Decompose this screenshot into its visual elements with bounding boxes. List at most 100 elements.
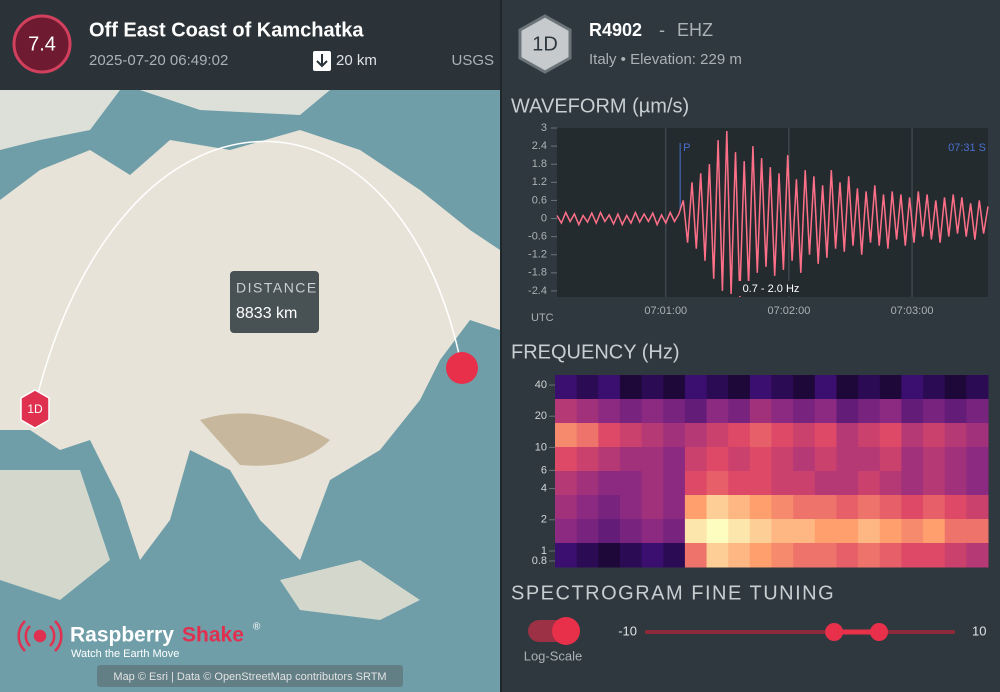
spectrogram-cell xyxy=(923,495,946,520)
spectrogram-cell xyxy=(836,375,859,400)
y-tick-label: 3 xyxy=(541,122,547,134)
station-location: Italy • Elevation: 229 m xyxy=(589,51,742,68)
spectrogram-cell xyxy=(793,447,816,472)
spectrogram-cell xyxy=(749,543,772,568)
spectrogram-cell xyxy=(598,471,621,496)
spectrogram-cell xyxy=(836,543,859,568)
spectrogram-cell xyxy=(576,423,599,448)
spectrogram-cell xyxy=(641,447,664,472)
spectrogram-cell xyxy=(619,471,643,496)
brand-name-accent: Shake xyxy=(182,624,244,647)
spectrogram-cell xyxy=(641,471,664,496)
plateau xyxy=(200,413,330,466)
spectrogram-cell xyxy=(598,519,621,544)
slider-handle[interactable] xyxy=(870,623,889,641)
spectrogram-cell xyxy=(663,375,686,400)
spectrogram-cell xyxy=(663,471,686,496)
spectrogram-cell xyxy=(944,471,967,496)
spectrogram-cell xyxy=(706,495,729,520)
spectrogram-cell xyxy=(944,375,967,400)
x-tick-label: 07:01:00 xyxy=(644,305,687,317)
spectrogram-cell xyxy=(641,375,664,400)
spectrogram-cell xyxy=(771,471,794,496)
spectrogram-cell xyxy=(771,423,794,448)
spectrogram-cell xyxy=(598,543,621,568)
y-tick-label: 1.8 xyxy=(532,158,547,170)
y-tick-label: 1 xyxy=(541,545,547,557)
spectrogram-cell xyxy=(749,495,772,520)
spectrogram-cell xyxy=(814,471,837,496)
y-tick-label: -1.2 xyxy=(528,249,547,261)
spectrogram-cell xyxy=(706,399,729,424)
spectrogram-cell xyxy=(771,543,794,568)
event-header xyxy=(0,0,500,90)
spectrogram-cell xyxy=(555,375,578,400)
spectrogram-cell xyxy=(944,399,967,424)
spectrogram-cell xyxy=(576,375,599,400)
spectrogram-cell xyxy=(598,447,621,472)
spectrogram-cell xyxy=(901,399,924,424)
spectrogram-cell xyxy=(555,447,578,472)
spectrogram-cell xyxy=(836,399,859,424)
spectrogram-cell xyxy=(814,495,837,520)
y-tick-label: 4 xyxy=(541,483,547,495)
spectrogram-cell xyxy=(749,423,772,448)
spectrogram-cell xyxy=(901,543,924,568)
spectrogram-cell xyxy=(555,399,578,424)
spectrogram-cell xyxy=(663,423,686,448)
tuning-title: SPECTROGRAM FINE TUNING xyxy=(511,582,835,604)
spectrogram-cell xyxy=(858,399,881,424)
spectrogram-cell xyxy=(749,447,772,472)
spectrogram-cell xyxy=(555,471,578,496)
station-marker xyxy=(20,389,50,429)
spectrogram-cell xyxy=(706,543,729,568)
spectrogram-cell xyxy=(706,423,729,448)
spectrogram-cell xyxy=(663,495,686,520)
spectrogram-cell xyxy=(858,519,881,544)
landmass xyxy=(0,130,500,560)
spectrogram-cell xyxy=(793,495,816,520)
spectrogram-cell xyxy=(619,495,643,520)
distance: 8833 km xyxy=(236,305,297,322)
brand-name: Raspberry xyxy=(70,624,174,647)
spectrogram-cell xyxy=(901,423,924,448)
spectrogram-cell xyxy=(576,399,599,424)
spectrogram-cell xyxy=(858,423,881,448)
spectrogram-cell xyxy=(619,447,643,472)
spectrogram-cell xyxy=(641,543,664,568)
spectrogram-cell xyxy=(684,471,708,496)
spectrogram-cell xyxy=(901,471,924,496)
spectrogram-cell xyxy=(576,471,599,496)
spectrogram-cell xyxy=(858,471,881,496)
spectrogram-cell xyxy=(901,495,924,520)
spectrogram-cell xyxy=(749,471,772,496)
spectrogram-cell xyxy=(706,519,729,544)
slider-handle[interactable] xyxy=(825,623,844,641)
filter-label: 0.7 - 2.0 Hz xyxy=(743,283,800,295)
channel: EHZ xyxy=(677,20,713,40)
frequency-title: FREQUENCY (Hz) xyxy=(511,341,680,363)
y-tick-label: 2.4 xyxy=(532,140,547,152)
spectrogram-cell xyxy=(923,471,946,496)
spectrogram-cell xyxy=(793,471,816,496)
spectrogram-cell xyxy=(576,543,599,568)
spectrogram-cell xyxy=(901,447,924,472)
spectrogram-cell xyxy=(684,519,708,544)
landmass-south xyxy=(0,470,420,620)
spectrogram-cell xyxy=(966,447,989,472)
toggle-label: Log-Scale xyxy=(524,648,583,663)
spectrogram-cell xyxy=(684,495,708,520)
spectrogram-cell xyxy=(663,447,686,472)
toggle-knob[interactable] xyxy=(552,617,580,645)
spectrogram-cell xyxy=(879,519,902,544)
spectrogram-cell xyxy=(923,399,946,424)
spectrogram-cell xyxy=(728,543,751,568)
spectrogram-cell xyxy=(706,375,729,400)
divider xyxy=(500,0,502,692)
spectrogram-cell xyxy=(814,375,837,400)
great-circle-path xyxy=(34,140,463,406)
attribution[interactable]: Map © Esri | Data © OpenStreetMap contri… xyxy=(113,671,386,683)
p-marker-label: P xyxy=(683,142,690,154)
spectrogram-cell xyxy=(663,399,686,424)
event-title: Off East Coast of Kamchatka xyxy=(89,19,364,41)
